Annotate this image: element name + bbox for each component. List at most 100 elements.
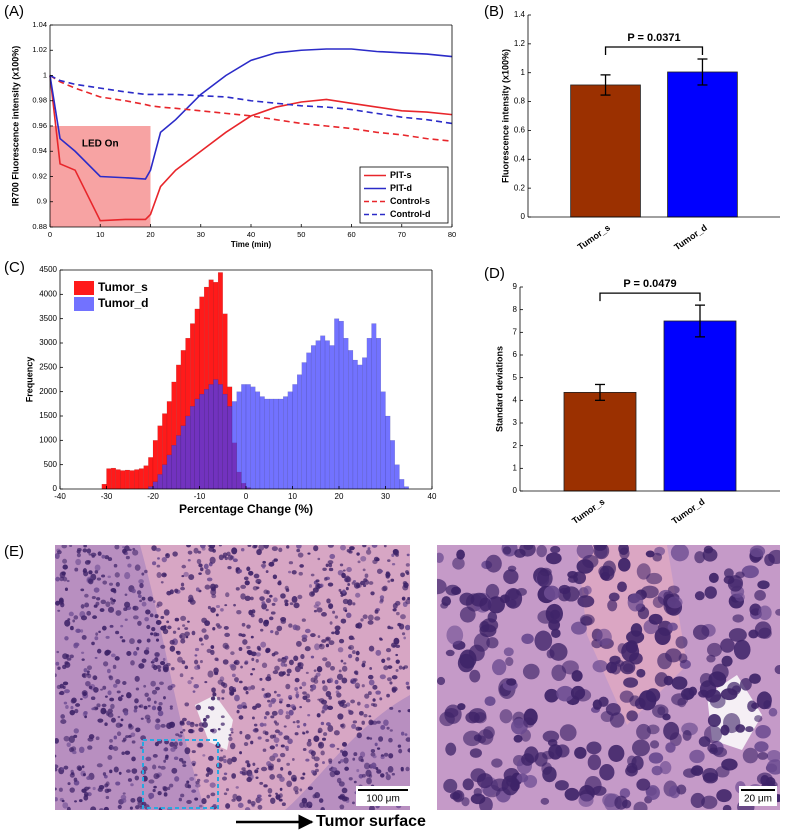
nucleus: [354, 682, 361, 689]
nucleus: [306, 740, 312, 747]
nucleus: [351, 723, 357, 729]
nucleus: [134, 775, 140, 781]
nucleus: [352, 602, 356, 606]
nucleus: [294, 677, 300, 683]
nucleus: [355, 592, 361, 598]
nucleus: [352, 757, 356, 761]
nucleus: [663, 675, 674, 686]
nucleus: [262, 748, 267, 752]
nucleus: [160, 615, 165, 619]
y-tick-label: 500: [44, 460, 58, 469]
nucleus: [84, 602, 90, 608]
nucleus: [240, 665, 243, 669]
nucleus: [536, 545, 547, 558]
scale-bar-label: 20 μm: [744, 794, 772, 805]
nucleus: [278, 708, 284, 716]
nucleus: [184, 631, 190, 637]
nucleus: [235, 786, 239, 789]
nucleus: [599, 764, 615, 781]
nucleus: [56, 550, 62, 555]
nucleus: [180, 793, 185, 798]
nucleus: [220, 722, 225, 726]
nucleus: [704, 586, 717, 599]
histogram-bar: [152, 481, 158, 490]
y-tick-label: 0: [53, 484, 58, 493]
nucleus: [281, 802, 286, 807]
nucleus: [574, 746, 587, 759]
nucleus: [117, 696, 123, 702]
nucleus: [235, 680, 239, 683]
nucleus: [239, 730, 243, 735]
nucleus: [156, 601, 163, 607]
nucleus: [188, 574, 195, 580]
nucleus: [285, 711, 289, 715]
nucleus: [339, 759, 344, 763]
nucleus: [173, 756, 179, 761]
nucleus: [355, 623, 360, 629]
nucleus: [259, 677, 263, 681]
nucleus: [169, 707, 173, 710]
nucleus: [294, 686, 299, 692]
nucleus: [107, 690, 112, 696]
y-tick-label: 0.92: [32, 171, 47, 180]
nucleus: [87, 745, 93, 750]
legend-swatch: [74, 297, 94, 311]
nucleus: [209, 556, 216, 564]
nucleus: [646, 785, 660, 800]
nucleus: [151, 705, 157, 711]
nucleus: [261, 564, 266, 569]
y-tick-label: 1.2: [514, 39, 526, 48]
nucleus: [203, 634, 209, 640]
nucleus: [690, 792, 705, 808]
nucleus: [155, 632, 160, 637]
nucleus: [55, 754, 57, 758]
nucleus: [198, 637, 203, 642]
nucleus: [268, 703, 273, 708]
nucleus: [144, 714, 151, 720]
nucleus: [339, 563, 344, 567]
nucleus: [261, 766, 268, 772]
nucleus: [109, 739, 113, 743]
nucleus: [299, 686, 303, 690]
nucleus: [387, 665, 393, 669]
nucleus: [264, 619, 269, 625]
nucleus: [499, 594, 510, 604]
nucleus: [263, 723, 267, 727]
nucleus: [137, 800, 144, 807]
nucleus: [470, 768, 487, 783]
nucleus: [124, 545, 130, 552]
nucleus: [388, 737, 393, 743]
x-tick-label: 60: [347, 230, 355, 239]
nucleus: [361, 684, 365, 688]
nucleus: [156, 564, 161, 568]
nucleus: [322, 685, 328, 692]
nucleus: [103, 661, 109, 667]
nucleus: [141, 596, 146, 601]
nucleus: [167, 685, 173, 691]
nucleus: [379, 600, 384, 604]
nucleus: [405, 570, 409, 574]
nucleus: [402, 666, 406, 670]
nucleus: [439, 711, 455, 727]
nucleus: [288, 709, 294, 716]
nucleus: [163, 609, 170, 616]
nucleus: [172, 630, 177, 634]
nucleus: [340, 659, 344, 663]
nucleus: [322, 761, 325, 765]
y-tick-label: 0.4: [514, 154, 526, 163]
nucleus: [320, 721, 325, 726]
nucleus: [341, 677, 348, 684]
nucleus: [559, 724, 577, 741]
nucleus: [323, 577, 328, 581]
nucleus: [267, 765, 273, 771]
nucleus: [344, 575, 351, 583]
nucleus: [278, 671, 285, 677]
nucleus: [58, 787, 63, 792]
nucleus: [353, 780, 357, 784]
nucleus: [732, 614, 744, 623]
nucleus: [481, 618, 499, 633]
nucleus: [322, 567, 327, 572]
nucleus: [337, 647, 344, 653]
nucleus: [364, 579, 370, 585]
nucleus: [287, 738, 293, 745]
